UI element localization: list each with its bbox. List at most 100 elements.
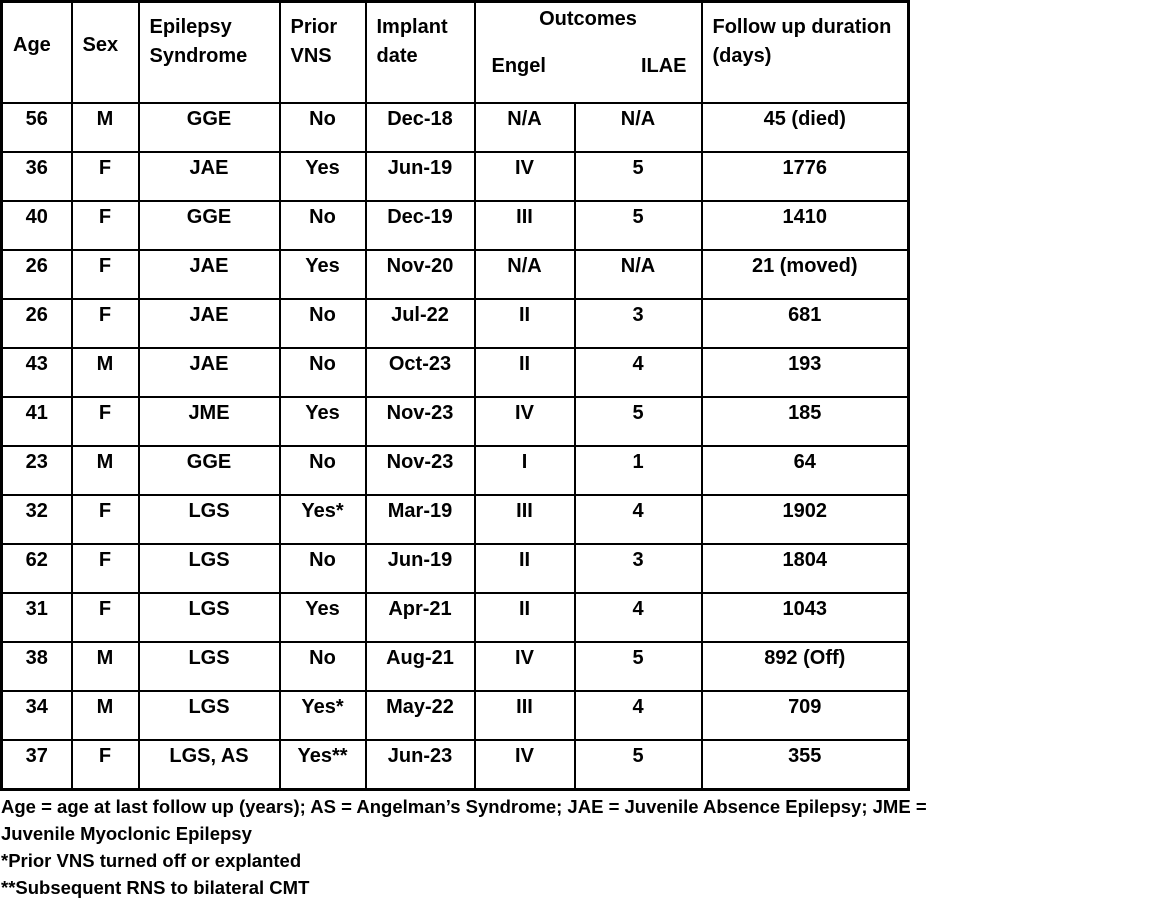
cell-followup: 64 (700, 445, 910, 496)
table-row: 36 F JAE Yes Jun-19 IV 5 1776 (0, 151, 910, 202)
cell-engel: IV (473, 739, 576, 791)
cell-ilae: 3 (573, 543, 703, 594)
cell-implant-date: Oct-23 (364, 347, 476, 398)
cell-syndrome: JME (137, 396, 281, 447)
cell-implant-date: Nov-23 (364, 445, 476, 496)
cell-followup: 1410 (700, 200, 910, 251)
cell-ilae: 4 (573, 347, 703, 398)
cell-syndrome: JAE (137, 347, 281, 398)
table-row: 26 F JAE No Jul-22 II 3 681 (0, 298, 910, 349)
cell-prior-vns: No (278, 445, 367, 496)
cell-prior-vns: No (278, 641, 367, 692)
cell-ilae: 5 (573, 396, 703, 447)
header-followup: Follow up duration (days) (700, 0, 910, 104)
cell-implant-date: Mar-19 (364, 494, 476, 545)
cell-age: 26 (0, 298, 73, 349)
cell-prior-vns: Yes (278, 151, 367, 202)
cell-sex: M (70, 445, 140, 496)
cell-followup: 709 (700, 690, 910, 741)
cell-prior-vns: No (278, 298, 367, 349)
cell-implant-date: May-22 (364, 690, 476, 741)
cell-ilae: 5 (573, 641, 703, 692)
cell-age: 43 (0, 347, 73, 398)
cell-implant-date: Nov-23 (364, 396, 476, 447)
cell-ilae: 5 (573, 739, 703, 791)
cell-ilae: 4 (573, 494, 703, 545)
header-age: Age (0, 0, 73, 104)
cell-syndrome: LGS (137, 543, 281, 594)
cell-age: 56 (0, 102, 73, 153)
cell-sex: F (70, 494, 140, 545)
table-row: 62 F LGS No Jun-19 II 3 1804 (0, 543, 910, 594)
cell-ilae: 1 (573, 445, 703, 496)
header-outcomes: Outcomes Engel ILAE (473, 0, 703, 104)
cell-prior-vns: Yes* (278, 494, 367, 545)
cell-implant-date: Jul-22 (364, 298, 476, 349)
cell-followup: 193 (700, 347, 910, 398)
cell-followup: 1804 (700, 543, 910, 594)
cell-sex: F (70, 739, 140, 791)
cell-ilae: N/A (573, 102, 703, 153)
cell-age: 26 (0, 249, 73, 300)
footnote-prior-vns: *Prior VNS turned off or explanted (1, 850, 302, 871)
header-prior-vns: Prior VNS (278, 0, 367, 104)
table-row: 43 M JAE No Oct-23 II 4 193 (0, 347, 910, 398)
cell-ilae: 4 (573, 592, 703, 643)
cell-engel: IV (473, 396, 576, 447)
header-ilae: ILAE (640, 55, 687, 77)
cell-sex: F (70, 151, 140, 202)
cell-engel: II (473, 347, 576, 398)
outcomes-label: Outcomes (539, 8, 637, 30)
cell-implant-date: Dec-18 (364, 102, 476, 153)
cell-followup: 1902 (700, 494, 910, 545)
cell-age: 34 (0, 690, 73, 741)
cell-ilae: 5 (573, 151, 703, 202)
table-row: 41 F JME Yes Nov-23 IV 5 185 (0, 396, 910, 447)
cell-implant-date: Apr-21 (364, 592, 476, 643)
cell-implant-date: Jun-23 (364, 739, 476, 791)
cell-implant-date: Jun-19 (364, 543, 476, 594)
footnote-rns: **Subsequent RNS to bilateral CMT (1, 877, 310, 898)
cell-prior-vns: Yes** (278, 739, 367, 791)
cell-engel: N/A (473, 249, 576, 300)
cell-age: 62 (0, 543, 73, 594)
cell-sex: F (70, 543, 140, 594)
table-row: 23 M GGE No Nov-23 I 1 64 (0, 445, 910, 496)
cell-engel: N/A (473, 102, 576, 153)
cell-syndrome: LGS (137, 494, 281, 545)
cell-followup: 21 (moved) (700, 249, 910, 300)
cell-implant-date: Aug-21 (364, 641, 476, 692)
cell-prior-vns: Yes (278, 249, 367, 300)
cell-sex: M (70, 641, 140, 692)
cell-syndrome: JAE (137, 151, 281, 202)
cell-followup: 45 (died) (700, 102, 910, 153)
cell-sex: F (70, 249, 140, 300)
cell-sex: F (70, 200, 140, 251)
cell-engel: II (473, 543, 576, 594)
cell-age: 31 (0, 592, 73, 643)
cell-followup: 355 (700, 739, 910, 791)
cell-ilae: N/A (573, 249, 703, 300)
cell-age: 32 (0, 494, 73, 545)
cell-engel: I (473, 445, 576, 496)
cell-followup: 1043 (700, 592, 910, 643)
cell-ilae: 3 (573, 298, 703, 349)
cell-prior-vns: No (278, 347, 367, 398)
cell-age: 38 (0, 641, 73, 692)
cell-implant-date: Jun-19 (364, 151, 476, 202)
cell-age: 23 (0, 445, 73, 496)
cell-prior-vns: No (278, 102, 367, 153)
cell-prior-vns: Yes (278, 592, 367, 643)
cell-implant-date: Dec-19 (364, 200, 476, 251)
cell-syndrome: GGE (137, 102, 281, 153)
header-syndrome: Epilepsy Syndrome (137, 0, 281, 104)
header-row: Age Sex Epilepsy Syndrome Prior VNS Impl… (0, 0, 910, 104)
cell-engel: II (473, 298, 576, 349)
cell-sex: F (70, 298, 140, 349)
header-implant-date: Implant date (364, 0, 476, 104)
table-row: 32 F LGS Yes* Mar-19 III 4 1902 (0, 494, 910, 545)
table-row: 31 F LGS Yes Apr-21 II 4 1043 (0, 592, 910, 643)
cell-sex: M (70, 102, 140, 153)
cell-syndrome: LGS (137, 690, 281, 741)
